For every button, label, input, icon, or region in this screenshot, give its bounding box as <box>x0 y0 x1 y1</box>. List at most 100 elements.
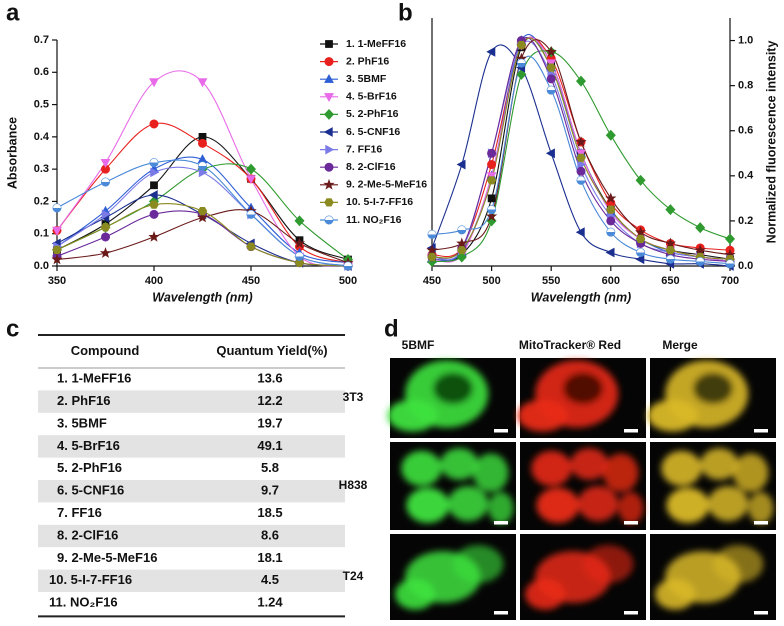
cell <box>525 578 566 610</box>
legend-marker <box>325 40 333 48</box>
cell <box>387 399 438 432</box>
legend-marker <box>324 198 334 207</box>
marker <box>606 227 616 237</box>
table-cell: 9.7 <box>261 483 279 498</box>
marker <box>605 247 615 258</box>
legend-label: 11. NO₂F16 <box>346 214 402 226</box>
table-row-bg <box>38 480 345 503</box>
table-cell: 9. 2-Me-5-MeF16 <box>57 550 157 565</box>
marker <box>485 210 498 222</box>
panel-label: c <box>6 315 19 342</box>
scale-bar <box>624 521 638 525</box>
x-tick-label: 400 <box>145 275 163 287</box>
marker <box>635 174 646 186</box>
marker <box>546 85 556 95</box>
marker <box>294 215 305 227</box>
cell <box>692 372 734 405</box>
y-tick-label: 0.3 <box>34 163 49 175</box>
marker <box>606 216 616 226</box>
marker <box>457 246 467 255</box>
marker <box>577 159 587 170</box>
micrograph <box>390 534 516 620</box>
scale-bar <box>494 429 508 433</box>
cell <box>440 448 479 480</box>
marker <box>576 175 586 185</box>
marker <box>52 245 62 254</box>
micrograph <box>517 358 646 438</box>
y-tick-label: 0.0 <box>34 260 49 272</box>
marker <box>516 58 526 68</box>
legend-label: 6. 5-CNF16 <box>346 126 400 138</box>
table-cell: 18.5 <box>257 505 282 520</box>
x-tick-label: 450 <box>423 275 441 287</box>
marker <box>456 159 466 170</box>
table-cell: 1. 1-MeFF16 <box>57 371 131 386</box>
marker <box>149 78 159 88</box>
marker <box>635 254 645 265</box>
x-tick-label: 450 <box>242 275 260 287</box>
x-tick-label: 600 <box>602 275 620 287</box>
cell <box>661 450 702 486</box>
marker <box>487 205 497 215</box>
cell <box>453 545 504 584</box>
marker <box>51 253 63 265</box>
x-tick-label: 500 <box>339 275 357 287</box>
marker <box>198 138 208 148</box>
marker <box>545 45 557 57</box>
legend-label: 1. 1-MeFF16 <box>346 38 406 50</box>
legend-marker <box>324 73 334 83</box>
marker <box>665 204 676 216</box>
cell <box>577 486 619 522</box>
table-row-bg <box>38 390 345 413</box>
column-label: 5BMF <box>402 338 435 352</box>
cell <box>748 492 774 524</box>
marker <box>246 242 256 251</box>
table-cell: 3. 5BMF <box>57 415 107 430</box>
cells <box>525 545 634 610</box>
marker <box>665 246 676 255</box>
cell <box>655 578 696 610</box>
marker <box>456 251 467 263</box>
marker <box>149 158 159 168</box>
marker <box>149 209 159 219</box>
legend-label: 2. PhF16 <box>346 55 389 67</box>
cell <box>733 453 769 493</box>
column-label: MitoTracker® Red <box>519 338 621 352</box>
marker <box>196 211 209 223</box>
cell <box>713 545 764 584</box>
cell <box>707 486 749 522</box>
cell <box>536 487 580 523</box>
legend-label: 7. FF16 <box>346 143 382 155</box>
y-tick-label: 0.6 <box>738 125 753 137</box>
marker <box>197 78 208 88</box>
marker <box>695 256 705 266</box>
legend-marker <box>325 144 335 155</box>
y-tick-label: 0.4 <box>738 170 754 182</box>
cells <box>387 360 489 432</box>
cell <box>395 578 436 610</box>
marker <box>695 222 706 234</box>
table-header: Quantum Yield(%) <box>216 343 327 358</box>
marker <box>546 63 556 72</box>
table-header: Compound <box>71 343 140 358</box>
micrograph <box>647 358 776 438</box>
marker <box>246 209 256 219</box>
table-cell: 1.24 <box>257 595 283 610</box>
table-cell: 19.7 <box>257 415 282 430</box>
cell <box>583 545 634 584</box>
cell <box>488 492 514 524</box>
table-cell: 5.8 <box>261 460 279 475</box>
marker <box>52 203 62 213</box>
marker <box>198 161 208 171</box>
micrograph <box>650 534 776 620</box>
y-tick-label: 0.8 <box>738 80 753 92</box>
marker <box>605 192 617 204</box>
marker <box>293 237 306 249</box>
legend-label: 10. 5-I-7-FF16 <box>346 196 413 208</box>
marker <box>150 167 160 178</box>
cell <box>570 448 609 480</box>
marker <box>148 231 160 242</box>
marker <box>427 252 437 262</box>
y-tick-label: 0.4 <box>34 131 50 143</box>
